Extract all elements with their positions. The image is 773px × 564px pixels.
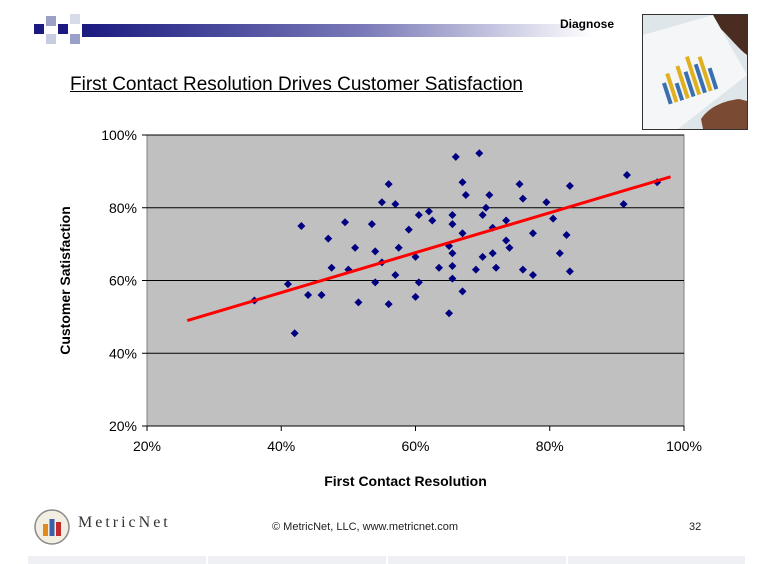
x-tick-label: 100% xyxy=(666,438,702,454)
data-point xyxy=(492,263,501,272)
data-point xyxy=(290,329,299,338)
data-point xyxy=(488,249,497,258)
data-point xyxy=(565,267,574,276)
data-point xyxy=(424,207,433,216)
metricnet-logo-icon xyxy=(34,509,70,545)
data-point xyxy=(377,198,386,207)
data-point xyxy=(448,274,457,283)
x-axis-label: First Contact Resolution xyxy=(324,473,487,489)
gridlines xyxy=(142,134,685,431)
data-point xyxy=(371,278,380,287)
data-point xyxy=(515,180,524,189)
data-point xyxy=(475,149,484,158)
data-point xyxy=(283,280,292,289)
data-point xyxy=(528,271,537,280)
data-point xyxy=(411,292,420,301)
y-tick-label: 20% xyxy=(109,418,137,434)
data-point xyxy=(304,291,313,300)
x-tick-label: 80% xyxy=(536,438,564,454)
data-point xyxy=(562,231,571,240)
data-point xyxy=(428,216,437,225)
data-point xyxy=(434,263,443,272)
data-point xyxy=(458,229,467,238)
charts-photo xyxy=(642,14,748,130)
x-tick-label: 40% xyxy=(267,438,295,454)
data-point xyxy=(481,203,490,212)
data-point xyxy=(384,300,393,309)
data-point xyxy=(414,211,423,220)
data-point xyxy=(555,249,564,258)
data-point xyxy=(505,243,514,252)
data-point xyxy=(324,234,333,243)
y-tick-label: 100% xyxy=(101,127,137,143)
y-tick-labels: 20% 40% 60% 80% 100% xyxy=(101,127,137,434)
data-point xyxy=(565,181,574,190)
data-point xyxy=(414,278,423,287)
data-point xyxy=(528,229,537,238)
bottom-strip xyxy=(28,556,746,564)
data-point xyxy=(461,191,470,200)
data-point xyxy=(404,225,413,234)
data-point xyxy=(458,178,467,187)
data-point xyxy=(448,211,457,220)
data-point xyxy=(391,271,400,280)
page-number: 32 xyxy=(689,521,702,533)
trendline xyxy=(186,175,672,322)
data-point xyxy=(448,249,457,258)
data-point xyxy=(471,265,480,274)
slide-title: First Contact Resolution Drives Customer… xyxy=(70,74,523,95)
data-point xyxy=(518,265,527,274)
data-point xyxy=(391,200,400,209)
data-point xyxy=(394,243,403,252)
data-point xyxy=(478,211,487,220)
data-point xyxy=(371,247,380,256)
data-point xyxy=(317,291,326,300)
logo-text: MetricNet xyxy=(78,514,171,531)
data-point xyxy=(458,287,467,296)
data-point xyxy=(622,171,631,180)
y-axis-label: Customer Satisfaction xyxy=(57,206,73,355)
data-point xyxy=(619,200,628,209)
section-label: Diagnose xyxy=(560,17,615,31)
x-tick-label: 20% xyxy=(133,438,161,454)
x-tick-label: 60% xyxy=(401,438,429,454)
data-point xyxy=(502,216,511,225)
copyright-text: © MetricNet, LLC, www.metricnet.com xyxy=(272,521,458,533)
data-point xyxy=(297,221,306,230)
data-point xyxy=(549,214,558,223)
data-point xyxy=(518,194,527,203)
data-point xyxy=(354,298,363,307)
y-tick-label: 80% xyxy=(109,200,137,216)
y-tick-label: 40% xyxy=(109,345,137,361)
data-point xyxy=(341,218,350,227)
scatter-chart: 20% 40% 60% 80% 100% 20% 40% 60% 80% 100% Custom… xyxy=(57,127,702,489)
data-point xyxy=(411,252,420,261)
data-point xyxy=(367,220,376,229)
data-point xyxy=(451,152,460,161)
data-point xyxy=(445,309,454,318)
data-point xyxy=(502,236,511,245)
data-point xyxy=(384,180,393,189)
data-point xyxy=(485,191,494,200)
data-point xyxy=(448,220,457,229)
data-point xyxy=(327,263,336,272)
data-point xyxy=(448,261,457,270)
data-point xyxy=(351,243,360,252)
x-tick-labels: 20% 40% 60% 80% 100% xyxy=(133,438,702,454)
header-decoration xyxy=(34,14,594,44)
data-point xyxy=(542,198,551,207)
data-point xyxy=(478,252,487,261)
y-tick-label: 60% xyxy=(109,273,137,289)
